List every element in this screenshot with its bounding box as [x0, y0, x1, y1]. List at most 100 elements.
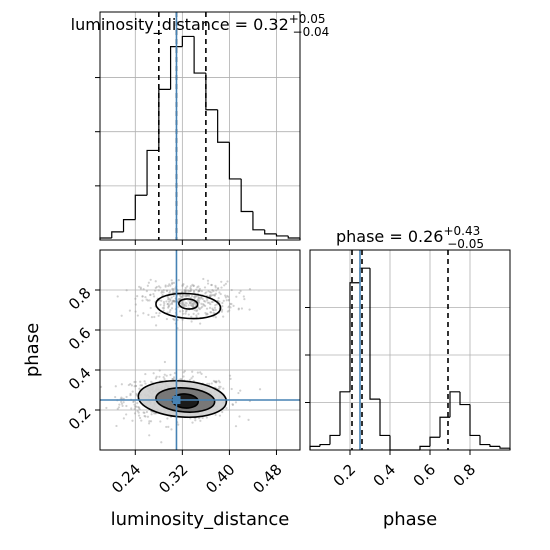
- scatter-point: [209, 311, 213, 314]
- scatter-point: [228, 309, 231, 312]
- scatter-point: [190, 315, 193, 318]
- scatter-point: [186, 293, 189, 297]
- scatter-point: [171, 281, 174, 284]
- scatter-point: [182, 304, 186, 307]
- scatter-point: [198, 289, 201, 293]
- x-tick-label: 0.6: [410, 460, 440, 490]
- scatter-point: [198, 307, 201, 310]
- scatter-point: [125, 404, 128, 408]
- scatter-point: [215, 303, 219, 306]
- scatter-point: [234, 425, 238, 428]
- scatter-point: [201, 297, 204, 301]
- y-tick-label: 0.8: [65, 284, 95, 314]
- y-tick-label: 0.6: [65, 324, 95, 354]
- hist-bin: [252, 211, 265, 231]
- x-tick-label: 0.24: [108, 460, 144, 496]
- scatter-point: [140, 419, 143, 422]
- scatter-point: [214, 286, 217, 289]
- scatter-point: [185, 304, 188, 308]
- scatter-point: [239, 289, 242, 293]
- scatter-point: [202, 303, 205, 306]
- scatter-point: [172, 376, 176, 379]
- scatter-point: [197, 296, 200, 299]
- scatter-point: [206, 279, 210, 282]
- scatter-point: [211, 307, 214, 310]
- scatter-point: [243, 298, 246, 301]
- scatter-point: [187, 294, 191, 297]
- density-contour: [178, 298, 199, 310]
- scatter-point: [169, 303, 172, 306]
- scatter-point: [192, 305, 195, 308]
- scatter-point: [167, 425, 170, 428]
- scatter-point: [181, 293, 185, 297]
- scatter-point: [199, 371, 202, 374]
- scatter-point: [208, 382, 211, 385]
- scatter-point: [138, 408, 141, 411]
- scatter-point: [132, 400, 135, 404]
- scatter-point: [214, 380, 217, 383]
- scatter-point: [114, 385, 117, 388]
- scatter-point: [212, 309, 215, 312]
- scatter-point: [167, 284, 170, 288]
- scatter-point: [218, 385, 221, 388]
- scatter-point: [220, 286, 223, 289]
- scatter-point: [181, 318, 184, 321]
- scatter-point: [205, 291, 208, 294]
- scatter-point: [238, 415, 241, 418]
- scatter-point: [134, 384, 137, 388]
- scatter-point: [167, 304, 171, 307]
- scatter-point: [192, 305, 195, 308]
- scatter-point: [186, 285, 189, 288]
- x-axis-label-luminosity: luminosity_distance: [111, 509, 290, 530]
- scatter-point: [144, 382, 147, 385]
- scatter-point: [204, 311, 207, 315]
- scatter-point: [185, 294, 188, 297]
- scatter-point: [197, 285, 200, 288]
- scatter-point: [205, 307, 209, 310]
- scatter-point: [189, 285, 192, 288]
- scatter-point: [219, 385, 222, 388]
- scatter-point: [163, 373, 166, 376]
- scatter-point: [197, 290, 200, 293]
- scatter-point: [195, 314, 198, 317]
- scatter-point: [181, 301, 185, 304]
- scatter-point: [116, 407, 119, 410]
- scatter-point: [198, 308, 201, 311]
- scatter-point: [133, 403, 136, 406]
- scatter-point: [125, 289, 128, 292]
- scatter-point: [173, 300, 176, 303]
- scatter-point: [238, 291, 241, 295]
- scatter-point: [191, 302, 194, 306]
- hist-bin: [264, 229, 277, 235]
- scatter-point: [193, 309, 196, 312]
- scatter-point: [172, 299, 176, 303]
- scatter-point: [210, 283, 213, 287]
- scatter-point: [225, 299, 228, 302]
- scatter-point: [211, 294, 214, 297]
- scatter-point: [223, 284, 226, 287]
- scatter-point: [199, 295, 203, 299]
- scatter-point: [154, 377, 158, 380]
- hist-bin: [193, 36, 206, 74]
- scatter-point: [158, 369, 161, 372]
- scatter-point: [215, 380, 218, 383]
- scatter-point: [122, 401, 125, 404]
- scatter-point: [183, 289, 186, 293]
- panel-phase-marginal: 0.2 0.4 0.6 0.8: [305, 249, 511, 490]
- scatter-point: [181, 301, 184, 304]
- scatter-point: [204, 375, 208, 379]
- scatter-point: [127, 383, 130, 387]
- scatter-point: [167, 298, 170, 301]
- scatter-point: [193, 295, 196, 298]
- scatter-point: [182, 305, 186, 308]
- scatter-point: [170, 282, 174, 285]
- scatter-point: [138, 387, 141, 390]
- scatter-point: [170, 307, 174, 310]
- scatter-point: [194, 295, 197, 298]
- scatter-point: [217, 286, 220, 290]
- scatter-point: [229, 302, 232, 305]
- scatter-point: [115, 424, 118, 428]
- scatter-point: [234, 401, 238, 404]
- scatter-point: [171, 299, 175, 302]
- scatter-point: [189, 286, 192, 290]
